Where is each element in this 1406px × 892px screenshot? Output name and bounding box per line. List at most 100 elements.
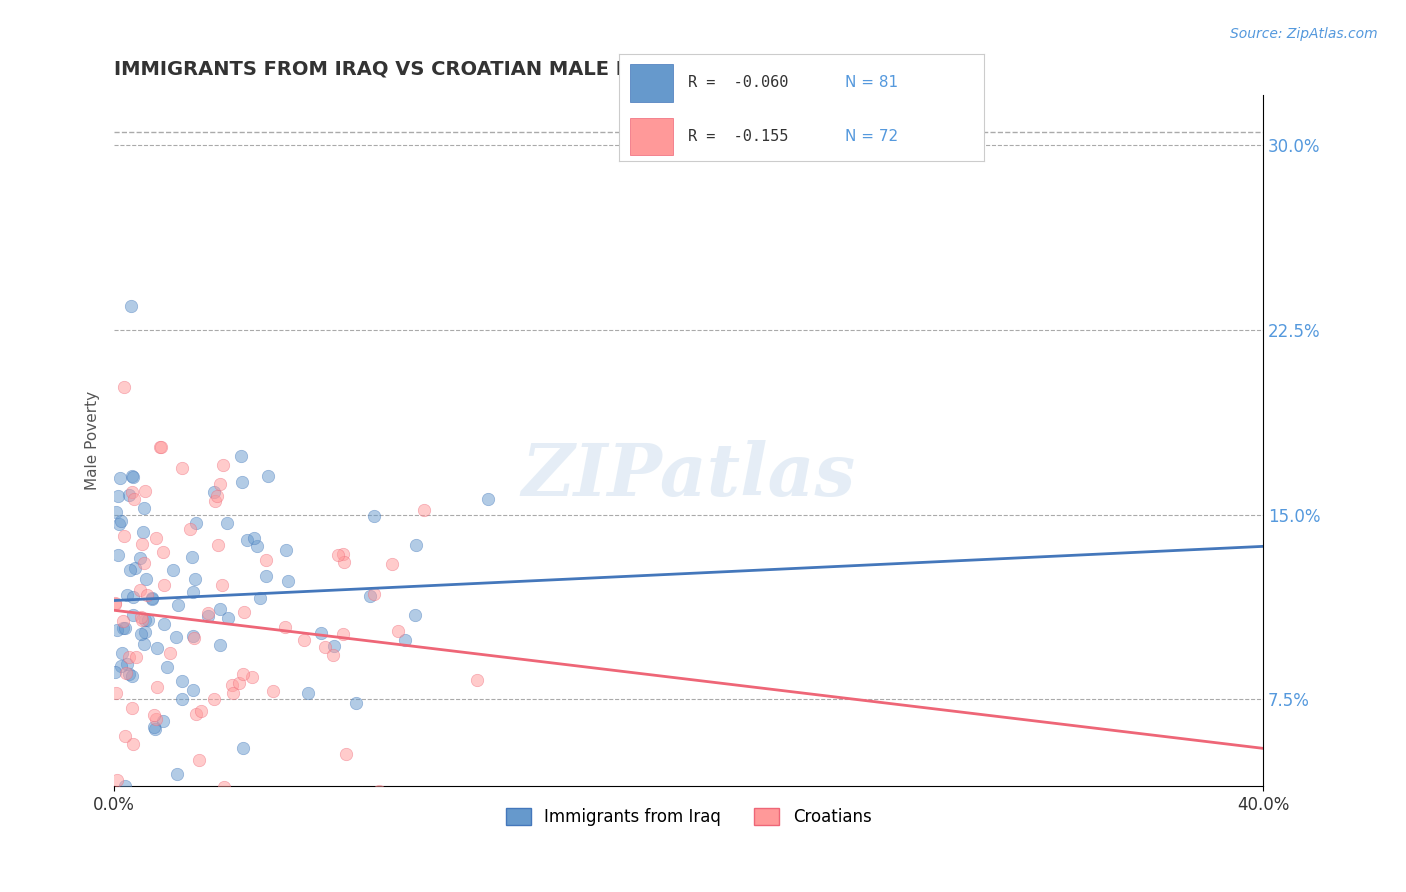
- Point: [208, 477, 231, 491]
- Point: [122, 491, 145, 506]
- Point: [145, 641, 167, 656]
- Point: [114, 779, 136, 793]
- Point: [124, 561, 146, 575]
- Point: [181, 629, 204, 643]
- Point: [121, 669, 143, 683]
- Point: [204, 692, 226, 706]
- Point: [215, 516, 238, 530]
- Point: [190, 704, 212, 718]
- Point: [131, 524, 153, 539]
- Point: [173, 790, 195, 805]
- Point: [111, 647, 134, 661]
- Point: [152, 545, 174, 559]
- Point: [274, 619, 297, 633]
- Point: [107, 489, 129, 503]
- Point: [274, 543, 297, 558]
- Point: [118, 488, 141, 502]
- Point: [156, 660, 179, 674]
- Point: [153, 578, 176, 592]
- Point: [197, 608, 219, 623]
- Point: [350, 786, 373, 800]
- Point: [166, 767, 188, 781]
- Point: [167, 598, 190, 612]
- Point: [404, 608, 426, 623]
- Point: [131, 610, 153, 624]
- Point: [243, 531, 266, 545]
- Text: IMMIGRANTS FROM IRAQ VS CROATIAN MALE POVERTY CORRELATION CHART: IMMIGRANTS FROM IRAQ VS CROATIAN MALE PO…: [114, 60, 956, 78]
- Point: [231, 475, 253, 490]
- Point: [262, 684, 284, 698]
- Point: [135, 573, 157, 587]
- Point: [344, 696, 367, 710]
- Point: [117, 657, 139, 671]
- Point: [112, 621, 135, 635]
- Point: [132, 637, 155, 651]
- Point: [134, 484, 156, 499]
- Point: [112, 529, 135, 543]
- Text: R =  -0.060: R = -0.060: [688, 76, 789, 90]
- Point: [121, 485, 143, 500]
- Point: [145, 532, 167, 546]
- Point: [120, 563, 142, 577]
- Point: [146, 681, 169, 695]
- Point: [122, 590, 145, 604]
- Y-axis label: Male Poverty: Male Poverty: [86, 391, 100, 491]
- Point: [104, 686, 127, 700]
- Point: [184, 707, 207, 722]
- Point: [115, 666, 138, 681]
- Point: [134, 613, 156, 627]
- Point: [104, 596, 127, 610]
- Point: [121, 469, 143, 483]
- Point: [211, 458, 233, 472]
- Point: [110, 514, 132, 528]
- Point: [202, 485, 225, 500]
- Point: [170, 692, 193, 706]
- Point: [477, 491, 499, 506]
- Point: [276, 574, 298, 588]
- Point: [105, 624, 128, 638]
- Point: [181, 585, 204, 599]
- Point: [165, 630, 187, 644]
- Point: [333, 555, 356, 569]
- Point: [207, 538, 229, 552]
- Point: [209, 804, 232, 818]
- Point: [314, 640, 336, 654]
- Point: [231, 450, 253, 464]
- Point: [162, 563, 184, 577]
- Point: [387, 624, 409, 639]
- Point: [132, 500, 155, 515]
- Point: [134, 557, 156, 571]
- Point: [115, 588, 138, 602]
- Point: [326, 548, 349, 562]
- Point: [294, 632, 316, 647]
- Point: [221, 686, 243, 700]
- Point: [134, 625, 156, 640]
- Point: [322, 640, 344, 654]
- Text: Source: ZipAtlas.com: Source: ZipAtlas.com: [1230, 27, 1378, 41]
- Point: [125, 650, 148, 665]
- Point: [381, 558, 404, 572]
- Point: [143, 722, 166, 736]
- Point: [297, 686, 319, 700]
- Point: [128, 582, 150, 597]
- Point: [122, 738, 145, 752]
- Text: N = 72: N = 72: [845, 129, 898, 144]
- Point: [363, 509, 385, 524]
- Point: [112, 615, 135, 629]
- Point: [322, 648, 344, 662]
- Point: [245, 540, 267, 554]
- Point: [104, 505, 127, 519]
- Point: [149, 440, 172, 454]
- Point: [359, 589, 381, 603]
- Point: [217, 611, 239, 625]
- Point: [232, 666, 254, 681]
- Point: [172, 461, 194, 475]
- Point: [228, 675, 250, 690]
- Point: [183, 631, 205, 645]
- Point: [121, 299, 143, 313]
- Point: [249, 591, 271, 605]
- Point: [107, 548, 129, 562]
- Point: [131, 613, 153, 627]
- Point: [405, 538, 427, 552]
- Point: [183, 683, 205, 698]
